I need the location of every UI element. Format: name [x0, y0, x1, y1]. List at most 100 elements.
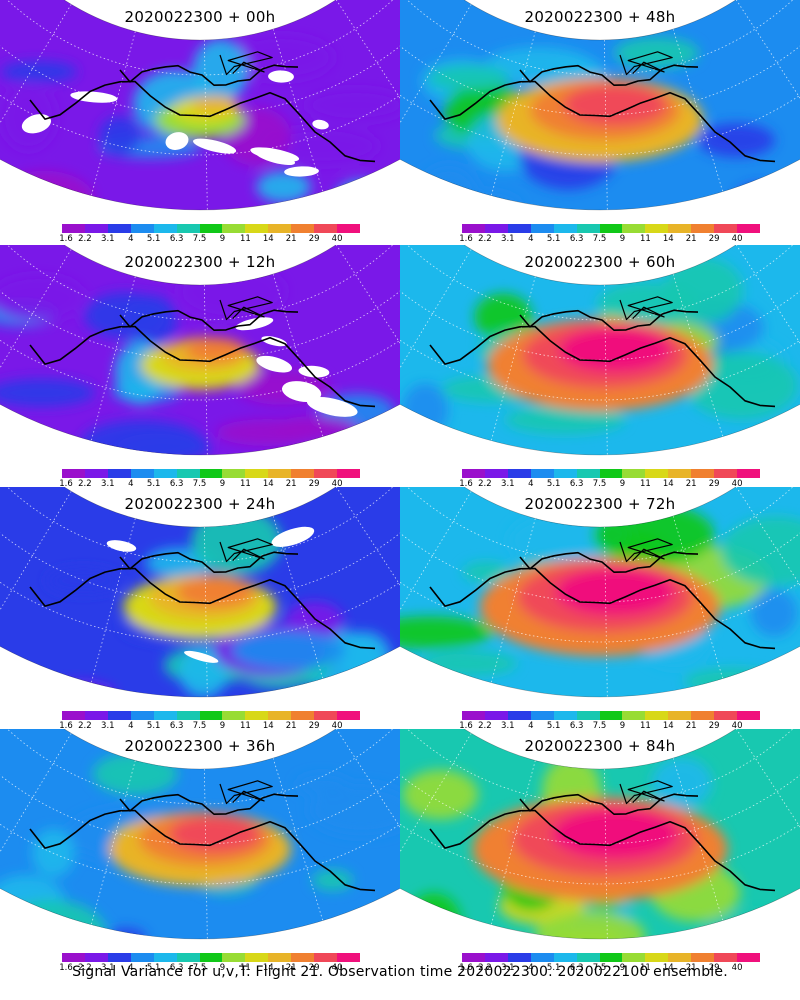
- colorbar-label: 2.2: [78, 479, 92, 489]
- colorbar-swatch: [714, 953, 738, 962]
- colorbar-label: 11: [639, 479, 651, 489]
- colorbar-label: 2.2: [78, 234, 92, 244]
- colorbar-label: 21: [685, 234, 697, 244]
- variance-map: [0, 245, 400, 456]
- colorbar-label: 3.1: [501, 479, 515, 489]
- colorbar-label: 1.6: [459, 479, 473, 489]
- colorbar-label: 14: [262, 721, 274, 731]
- colorbar-label: 6.3: [169, 963, 184, 973]
- colorbar-label: 2.2: [478, 234, 492, 244]
- colorbar-label: 5.1: [146, 479, 161, 489]
- colorbar: 1.6 2.2 3.1 4 5.1 6.3 7.5 9 11 14 21 29 40: [459, 469, 760, 495]
- colorbar-label: 5.1: [146, 234, 161, 244]
- colorbar-swatch: [337, 469, 360, 478]
- colorbar-label: 11: [639, 963, 651, 973]
- colorbar-swatch: [645, 953, 669, 962]
- colorbar-swatch: [130, 224, 154, 233]
- colorbar-swatch: [668, 469, 692, 478]
- colorbar-swatch: [530, 469, 554, 478]
- colorbar-label: 14: [262, 234, 274, 244]
- colorbar-swatch: [176, 711, 200, 720]
- colorbar-swatch: [337, 711, 360, 720]
- colorbar-label: 4: [128, 234, 134, 244]
- colorbar-label: 4: [528, 963, 534, 973]
- colorbar-label: 3.1: [101, 234, 115, 244]
- colorbar-swatch: [507, 711, 531, 720]
- colorbar-label: 40: [731, 721, 743, 731]
- colorbar-swatch: [462, 953, 485, 962]
- colorbar-label: 11: [239, 963, 251, 973]
- colorbar-label: 14: [662, 721, 674, 731]
- colorbar-swatch: [553, 711, 577, 720]
- colorbar-swatch: [484, 469, 508, 478]
- colorbar-label: 9: [619, 721, 626, 731]
- colorbar-label: 9: [219, 479, 226, 489]
- colorbar-swatch: [199, 224, 223, 233]
- colorbar: 1.6 2.2 3.1 4 5.1 6.3 7.5 9 11 14 21 29 40: [59, 953, 360, 979]
- variance-map: [400, 245, 800, 456]
- colorbar-label: 1.6: [59, 963, 73, 973]
- colorbar-label: 6.3: [169, 479, 184, 489]
- colorbar-label: 11: [239, 479, 251, 489]
- colorbar-swatch: [222, 469, 246, 478]
- colorbar-label: 40: [331, 234, 343, 244]
- colorbar-label: 2.2: [478, 479, 492, 489]
- colorbar-label: 29: [708, 963, 720, 973]
- colorbar-swatch: [576, 224, 600, 233]
- colorbar-label: 11: [639, 234, 651, 244]
- colorbar-swatch: [576, 953, 600, 962]
- panel-title: 2020022300 + 24h: [124, 495, 276, 513]
- colorbar-swatch: [199, 953, 223, 962]
- colorbar-label: 21: [685, 479, 697, 489]
- colorbar-swatch: [530, 953, 554, 962]
- colorbar-swatch: [62, 469, 85, 478]
- colorbar-label: 4: [128, 479, 134, 489]
- colorbar-label: 3.1: [501, 234, 515, 244]
- panel-title: 2020022300 + 48h: [524, 8, 676, 26]
- colorbar-swatch: [622, 711, 646, 720]
- colorbar-swatch: [107, 953, 131, 962]
- panel-title: 2020022300 + 00h: [124, 8, 276, 26]
- map-panel: 2020022300 + 84h 1.6 2.2 3.1 4 5.1 6.3 7.5 9 11 14…: [400, 729, 800, 973]
- colorbar-swatch: [599, 224, 623, 233]
- colorbar-label: 40: [731, 963, 743, 973]
- colorbar: 1.6 2.2 3.1 4 5.1 6.3 7.5 9 11 14 21 29 40: [59, 711, 360, 737]
- map-panel: 2020022300 + 24h 1.6 2.2 3.1 4 5.1 6.3 7.5 9 11 14…: [0, 487, 400, 731]
- colorbar-label: 29: [308, 479, 320, 489]
- colorbar-label: 3.1: [101, 721, 115, 731]
- map-panel: 2020022300 + 36h 1.6 2.2 3.1 4 5.1 6.3 7.5 9 11 14…: [0, 729, 400, 973]
- colorbar-swatch: [245, 711, 269, 720]
- colorbar-label: 29: [708, 479, 720, 489]
- colorbar-swatch: [130, 469, 154, 478]
- colorbar-swatch: [62, 953, 85, 962]
- colorbar-swatch: [553, 469, 577, 478]
- colorbar-label: 29: [308, 721, 320, 731]
- colorbar-label: 1.6: [59, 721, 73, 731]
- variance-map: [0, 0, 400, 211]
- colorbar-label: 40: [331, 721, 343, 731]
- map-panel: 2020022300 + 12h 1.6 2.2 3.1 4 5.1 6.3 7.5 9 11 14…: [0, 245, 400, 489]
- colorbar-label: 9: [219, 234, 226, 244]
- colorbar-swatch: [507, 953, 531, 962]
- colorbar-label: 40: [731, 234, 743, 244]
- colorbar-swatch: [668, 711, 692, 720]
- colorbar-label: 6.3: [169, 721, 184, 731]
- colorbar-label: 4: [128, 963, 134, 973]
- colorbar-label: 1.6: [459, 963, 473, 973]
- colorbar-swatch: [245, 953, 269, 962]
- colorbar-label: 5.1: [546, 479, 561, 489]
- colorbar-label: 7.5: [192, 721, 207, 731]
- colorbar-label: 21: [285, 234, 297, 244]
- variance-map: [400, 0, 800, 211]
- colorbar-swatch: [245, 224, 269, 233]
- colorbar-swatch: [737, 224, 760, 233]
- colorbar-swatch: [507, 469, 531, 478]
- map-panel: 2020022300 + 48h 1.6 2.2 3.1 4 5.1 6.3 7.5 9 11 14…: [400, 0, 800, 244]
- colorbar-label: 2.2: [478, 963, 492, 973]
- colorbar-swatch: [291, 711, 315, 720]
- colorbar-label: 3.1: [501, 963, 515, 973]
- colorbar-swatch: [291, 469, 315, 478]
- colorbar-label: 14: [662, 234, 674, 244]
- colorbar-swatch: [691, 953, 715, 962]
- colorbar-swatch: [314, 224, 338, 233]
